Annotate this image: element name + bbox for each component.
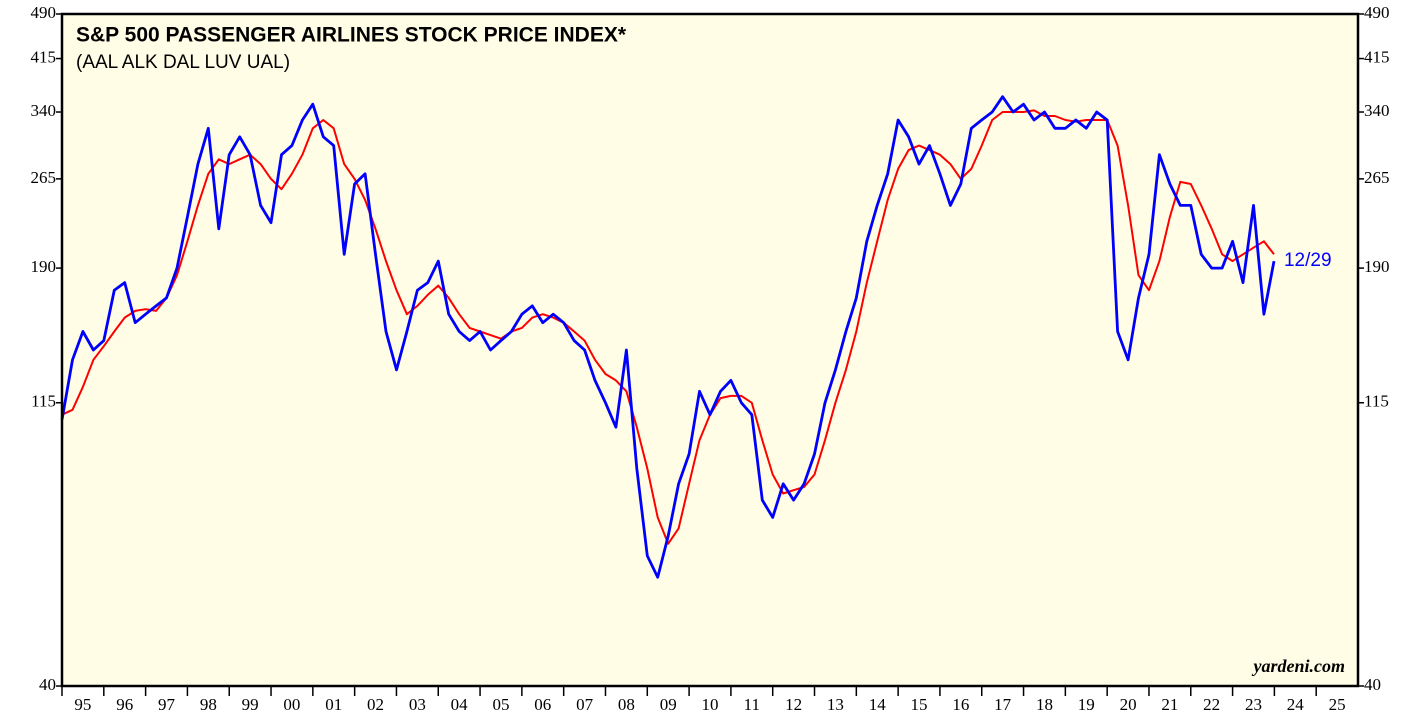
x-tick-label: 95	[74, 695, 91, 714]
y-tick-label: 40	[39, 675, 56, 694]
x-tick-label: 04	[451, 695, 469, 714]
x-tick-label: 16	[952, 695, 969, 714]
y2-tick-label: 490	[1364, 3, 1390, 22]
x-tick-label: 09	[660, 695, 677, 714]
y2-tick-label: 340	[1364, 101, 1390, 120]
x-tick-label: 17	[994, 695, 1012, 714]
plot-frame	[60, 12, 1360, 688]
y2-tick-label: 265	[1364, 168, 1390, 187]
plot-area	[62, 14, 1358, 686]
x-tick-label: 13	[827, 695, 844, 714]
x-tick-label: 05	[492, 695, 509, 714]
x-tick-label: 18	[1036, 695, 1053, 714]
x-tick-label: 21	[1161, 695, 1178, 714]
y-tick-label: 190	[31, 257, 57, 276]
price-line	[60, 95, 1276, 579]
x-tick-label: 15	[911, 695, 928, 714]
y2-tick-label: 415	[1364, 47, 1390, 66]
x-tick-label: 07	[576, 695, 594, 714]
y-tick-label: 490	[31, 3, 57, 22]
chart-title: S&P 500 PASSENGER AIRLINES STOCK PRICE I…	[76, 24, 627, 47]
end-label: 12/29	[1284, 250, 1332, 271]
x-tick-label: 12	[785, 695, 802, 714]
y-tick-label: 115	[31, 392, 56, 411]
x-tick-label: 14	[869, 695, 887, 714]
y2-tick-label: 115	[1364, 392, 1389, 411]
x-tick-label: 01	[325, 695, 342, 714]
x-tick-label: 08	[618, 695, 635, 714]
x-tick-label: 02	[367, 695, 384, 714]
x-tick-label: 22	[1203, 695, 1220, 714]
x-tick-label: 99	[242, 695, 259, 714]
x-tick-label: 03	[409, 695, 426, 714]
x-tick-label: 06	[534, 695, 551, 714]
source: yardeni.com	[1252, 656, 1346, 676]
x-tick-label: 00	[283, 695, 300, 714]
x-tick-label: 19	[1078, 695, 1095, 714]
x-tick-label: 98	[200, 695, 217, 714]
y2-tick-label: 190	[1364, 257, 1390, 276]
x-tick-label: 96	[116, 695, 133, 714]
x-tick-label: 97	[158, 695, 176, 714]
x-tick-label: 11	[744, 695, 760, 714]
y-tick-label: 415	[31, 47, 57, 66]
x-tick-label: 20	[1120, 695, 1137, 714]
x-tick-label: 24	[1287, 695, 1305, 714]
x-tick-label: 23	[1245, 695, 1262, 714]
y2-tick-label: 40	[1364, 675, 1381, 694]
y-tick-label: 265	[31, 168, 57, 187]
y-tick-label: 340	[31, 101, 57, 120]
x-tick-label: 10	[702, 695, 719, 714]
x-tick-label: 25	[1329, 695, 1346, 714]
chart-subtitle: (AAL ALK DAL LUV UAL)	[76, 52, 290, 73]
